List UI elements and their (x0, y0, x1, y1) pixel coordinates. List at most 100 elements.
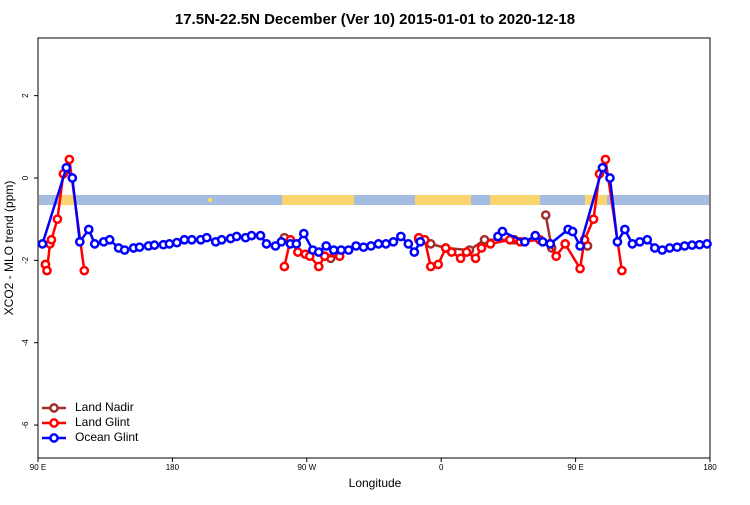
data-point (617, 265, 627, 276)
data-point (119, 245, 130, 255)
data-point (104, 234, 115, 245)
y-tick-label: -6 (21, 421, 30, 429)
data-point (328, 245, 339, 255)
data-point (687, 240, 697, 250)
data-point (67, 173, 78, 183)
data-point (261, 239, 272, 249)
data-point (396, 231, 406, 242)
data-point (403, 239, 414, 249)
data-point (425, 261, 436, 272)
x-tick-label: 90 E (567, 463, 583, 472)
data-point (588, 214, 599, 225)
data-point (497, 226, 508, 237)
y-tick-label: 0 (21, 175, 30, 180)
data-point (216, 234, 227, 245)
y-tick-label: -2 (21, 256, 30, 264)
legend-marker (49, 403, 59, 413)
data-point (694, 239, 705, 250)
data-point (388, 236, 399, 247)
data-point (519, 236, 530, 247)
data-point (366, 241, 376, 251)
x-tick-label: 0 (439, 463, 444, 472)
data-point (545, 239, 556, 249)
data-point (657, 245, 668, 255)
data-point (575, 263, 585, 274)
plot-frame (37, 37, 711, 459)
data-point (415, 236, 426, 247)
data-point (672, 242, 682, 253)
legend-label: Land Glint (75, 415, 130, 429)
data-point (291, 239, 302, 249)
data-point (540, 210, 551, 220)
data-point (600, 154, 611, 165)
data-point (52, 214, 63, 225)
chart-title: 17.5N-22.5N December (Ver 10) 2015-01-01… (175, 11, 575, 28)
land-strip (208, 198, 212, 202)
data-point (321, 241, 332, 251)
data-point (620, 224, 630, 235)
data-point (89, 239, 100, 249)
data-point (537, 236, 548, 247)
data-point (172, 237, 182, 248)
data-point (446, 247, 457, 257)
data-point (551, 251, 562, 262)
data-point (292, 247, 303, 257)
x-tick-label: 90 W (297, 463, 316, 472)
data-point (642, 234, 653, 245)
ocean-strip (39, 195, 709, 205)
data-point (664, 243, 675, 253)
data-point (351, 241, 361, 251)
data-point (476, 243, 487, 253)
land-strip (490, 195, 540, 205)
data-point (702, 239, 712, 249)
data-point (149, 240, 160, 250)
legend-label: Land Nadir (75, 400, 134, 414)
data-point (612, 236, 623, 247)
data-point (231, 231, 242, 242)
legend-marker (49, 433, 59, 443)
data-point (255, 230, 266, 241)
x-tick-label: 90 E (30, 463, 46, 472)
data-point (597, 162, 608, 173)
data-point (201, 232, 212, 243)
data-point (83, 224, 94, 235)
data-point (627, 239, 638, 249)
data-point (336, 245, 346, 255)
data-point (343, 245, 354, 255)
data-point (530, 230, 541, 241)
data-point (46, 234, 57, 245)
data-point (575, 241, 585, 251)
data-point (409, 247, 420, 257)
x-tick-label: 180 (166, 463, 180, 472)
data-point (470, 253, 481, 264)
data-point (485, 239, 496, 249)
data-point (79, 265, 90, 276)
data-point (560, 239, 570, 249)
data-point (134, 242, 145, 253)
data-point (74, 236, 85, 247)
data-point (246, 230, 257, 241)
land-strip (282, 195, 354, 205)
data-point (298, 228, 309, 239)
legend-label: Ocean Glint (75, 430, 139, 444)
data-point (649, 243, 660, 253)
data-point (64, 154, 75, 165)
data-point (313, 261, 324, 272)
data-point (276, 236, 287, 247)
land-mask-band (39, 195, 709, 205)
y-tick-label: -4 (21, 339, 30, 347)
data-point (279, 261, 290, 272)
data-point (433, 259, 444, 270)
x-tick-label: 180 (703, 463, 717, 472)
data-point (37, 239, 48, 249)
data-point (186, 234, 197, 245)
data-point (634, 236, 645, 247)
data-point (61, 162, 72, 173)
data-point (605, 173, 615, 183)
data-point (373, 239, 384, 249)
data-point (381, 239, 391, 249)
data-point (461, 247, 472, 257)
land-strip (415, 195, 471, 205)
